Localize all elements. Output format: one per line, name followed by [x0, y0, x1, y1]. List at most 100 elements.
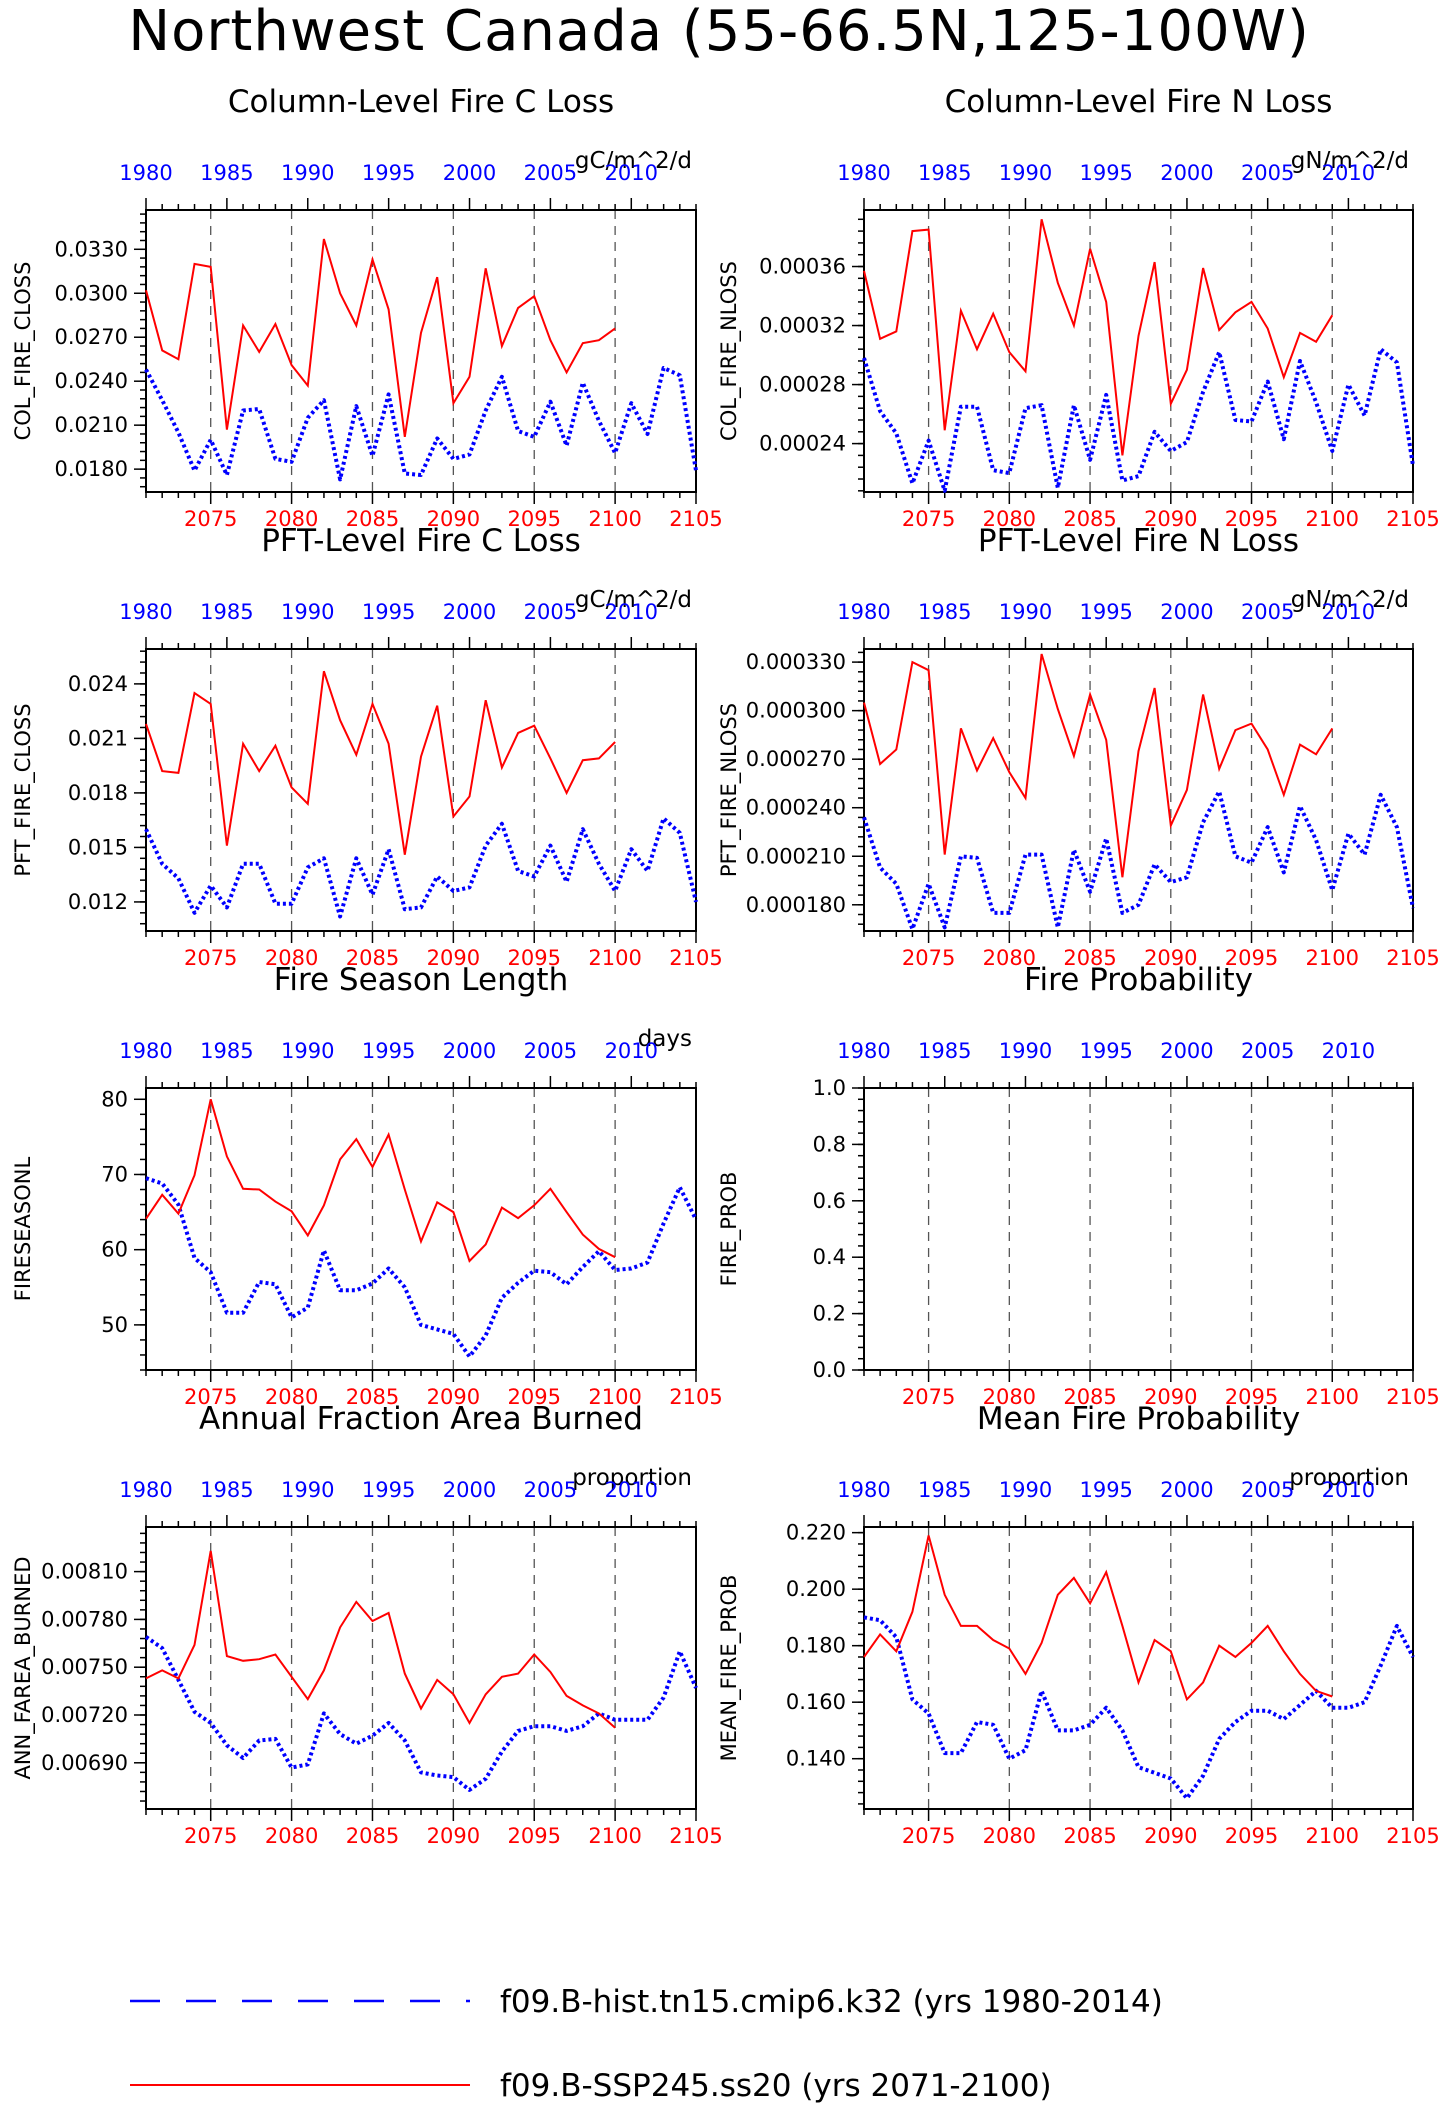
- top-tick-label: 1990: [999, 161, 1052, 185]
- bottom-tick-label: 2080: [983, 1824, 1036, 1848]
- left-tick-label: 0.00810: [41, 1560, 128, 1584]
- units-label: proportion: [572, 1465, 692, 1491]
- bottom-tick-label: 2080: [265, 1824, 318, 1848]
- top-tick-label: 1980: [119, 1039, 172, 1063]
- bottom-tick-label: 2075: [184, 946, 237, 970]
- ssp-series-line: [863, 1535, 1333, 1702]
- bottom-tick-label: 2100: [588, 946, 641, 970]
- top-tick-label: 1985: [918, 1478, 971, 1502]
- top-tick-label: 1995: [362, 600, 415, 624]
- top-tick-label: 1980: [837, 1478, 890, 1502]
- plot-frame: [145, 1526, 697, 1810]
- top-tick-label: 2010: [605, 600, 658, 624]
- left-tick-label: 0.0180: [55, 457, 128, 481]
- left-tick-label: 0.00024: [759, 432, 846, 456]
- panel-1: Column-Level Fire C Loss gC/m^2/d 1980 1985…: [11, 84, 723, 531]
- ssp-series-line: [145, 1550, 616, 1729]
- hist-series-line: [144, 366, 698, 482]
- bottom-tick-label: 2080: [983, 507, 1036, 531]
- left-tick-label: 0.000240: [746, 796, 846, 820]
- ssp-series-line: [863, 219, 1334, 456]
- ssp-series-line: [863, 653, 1334, 878]
- left-tick-label: 0.00720: [41, 1703, 128, 1727]
- top-tick-label: 1985: [200, 600, 253, 624]
- y-axis-label: FIRESEASONL: [11, 1157, 35, 1302]
- bottom-tick-label: 2100: [588, 1385, 641, 1409]
- y-axis-label: PFT_FIRE_CLOSS: [11, 703, 36, 876]
- top-tick-label: 1980: [119, 161, 172, 185]
- top-tick-label: 2000: [1160, 161, 1213, 185]
- y-axis-label: COL_FIRE_CLOSS: [11, 262, 36, 441]
- panel-2: Column-Level Fire N Loss gN/m^2/d 1980 1985…: [717, 84, 1438, 531]
- bottom-tick-label: 2095: [1225, 507, 1278, 531]
- left-tick-label: 0.00780: [41, 1607, 128, 1631]
- hist-series-line: [144, 1635, 698, 1792]
- left-tick-label: 0.00036: [759, 255, 846, 279]
- top-tick-label: 1995: [362, 1478, 415, 1502]
- top-tick-label: 1985: [200, 1478, 253, 1502]
- top-tick-label: 2000: [443, 1039, 496, 1063]
- panel-title: PFT-Level Fire C Loss: [261, 523, 581, 559]
- bottom-tick-label: 2105: [1386, 507, 1438, 531]
- top-tick-label: 2010: [1322, 1478, 1375, 1502]
- units-label: gC/m^2/d: [575, 587, 692, 613]
- top-tick-label: 2010: [605, 161, 658, 185]
- units-label: proportion: [1289, 1465, 1409, 1491]
- top-tick-label: 2010: [605, 1039, 658, 1063]
- left-tick-label: 0.4: [813, 1245, 846, 1269]
- top-tick-label: 1980: [837, 161, 890, 185]
- left-tick-label: 70: [101, 1162, 128, 1186]
- left-tick-label: 80: [101, 1087, 128, 1111]
- bottom-tick-label: 2075: [184, 1824, 237, 1848]
- bottom-tick-label: 2090: [427, 1385, 480, 1409]
- top-tick-label: 1985: [918, 600, 971, 624]
- bottom-tick-label: 2105: [1386, 1385, 1438, 1409]
- units-label: gC/m^2/d: [575, 148, 692, 174]
- ssp-series-line: [145, 238, 616, 438]
- units-label: gN/m^2/d: [1291, 148, 1409, 174]
- left-tick-label: 50: [101, 1313, 128, 1337]
- top-tick-label: 1980: [119, 1478, 172, 1502]
- top-tick-label: 1995: [1079, 1039, 1132, 1063]
- y-axis-label: ANN_FAREA_BURNED: [11, 1556, 36, 1779]
- top-tick-label: 1995: [1079, 1478, 1132, 1502]
- bottom-tick-label: 2095: [1225, 946, 1278, 970]
- left-tick-label: 0.0270: [55, 325, 128, 349]
- hist-series-line: [863, 1615, 1415, 1801]
- top-tick-label: 1980: [837, 1039, 890, 1063]
- bottom-tick-label: 2100: [588, 507, 641, 531]
- panel-8: Mean Fire Probability proportion 1980 1985 1…: [717, 1401, 1438, 1848]
- left-tick-label: 0.6: [813, 1189, 846, 1213]
- left-tick-label: 0.000210: [746, 844, 846, 868]
- bottom-tick-label: 2090: [1144, 946, 1197, 970]
- bottom-tick-label: 2085: [346, 1824, 399, 1848]
- top-tick-label: 2005: [1241, 600, 1294, 624]
- top-tick-label: 2005: [524, 1478, 577, 1502]
- left-tick-label: 0.000330: [746, 650, 846, 674]
- panels: Column-Level Fire C Loss gC/m^2/d 1980 1985…: [11, 84, 1438, 1848]
- top-tick-label: 2005: [524, 161, 577, 185]
- panel-title: Fire Probability: [1024, 962, 1253, 998]
- panel-title: Mean Fire Probability: [977, 1401, 1300, 1437]
- panel-title: Column-Level Fire N Loss: [945, 84, 1333, 120]
- left-tick-label: 0.0300: [55, 281, 128, 305]
- legend-label: f09.B-SSP245.ss20 (yrs 2071-2100): [500, 2068, 1052, 2104]
- left-tick-label: 0.00032: [759, 314, 846, 338]
- hist-series-line: [145, 1176, 698, 1359]
- hist-series-line: [862, 789, 1415, 932]
- left-tick-label: 60: [101, 1238, 128, 1262]
- bottom-tick-label: 2100: [588, 1824, 641, 1848]
- top-tick-label: 1990: [999, 1039, 1052, 1063]
- top-tick-label: 2000: [443, 1478, 496, 1502]
- left-tick-label: 0.000270: [746, 747, 846, 771]
- top-tick-label: 2005: [1241, 161, 1294, 185]
- panel-title: Fire Season Length: [274, 962, 568, 998]
- bottom-tick-label: 2090: [1144, 507, 1197, 531]
- left-tick-label: 0.00750: [41, 1655, 128, 1679]
- bottom-tick-label: 2075: [902, 946, 955, 970]
- top-tick-label: 2010: [1322, 1039, 1375, 1063]
- top-tick-label: 2005: [524, 1039, 577, 1063]
- left-tick-label: 0.180: [786, 1634, 846, 1658]
- plot-frame: [145, 1087, 697, 1371]
- bottom-tick-label: 2095: [508, 1385, 561, 1409]
